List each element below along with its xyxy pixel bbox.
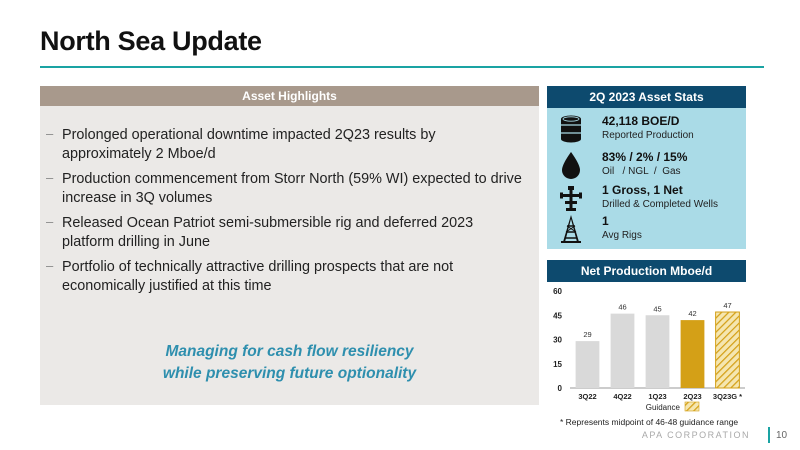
asset-highlights-header: Asset Highlights bbox=[40, 86, 539, 106]
list-item: – Production commencement from Storr Nort… bbox=[44, 170, 523, 208]
legend-label: Guidance bbox=[646, 403, 681, 412]
y-tick-label: 30 bbox=[553, 336, 562, 345]
dash-bullet-icon: – bbox=[46, 214, 54, 229]
y-tick-label: 60 bbox=[553, 287, 562, 296]
bar-2q23 bbox=[680, 320, 705, 388]
data-label: 47 bbox=[723, 301, 731, 310]
stat-value: 1 Gross, 1 Net bbox=[602, 183, 683, 197]
tagline-line-1: Managing for cash flow resiliency bbox=[165, 343, 414, 360]
bullet-text: Released Ocean Patriot semi-submersible … bbox=[62, 215, 474, 250]
data-label: 46 bbox=[618, 303, 626, 312]
x-tick-label: 3Q22 bbox=[578, 392, 596, 401]
tagline: Managing for cash flow resiliency while … bbox=[40, 341, 539, 385]
stat-production: 42,118 BOE/D Reported Production bbox=[547, 114, 746, 148]
bar-3q22 bbox=[575, 341, 600, 388]
footer-divider bbox=[768, 427, 770, 443]
y-tick-label: 0 bbox=[558, 384, 563, 393]
title-divider bbox=[40, 66, 764, 68]
oil-drop-icon bbox=[562, 152, 580, 179]
dash-bullet-icon: – bbox=[46, 258, 54, 273]
net-production-chart: 0 15 30 45 60 29 3Q22 46 4Q22 45 1Q23 42 2Q23 47 3Q23G… bbox=[553, 287, 745, 412]
chart-footnote: * Represents midpoint of 46-48 guidance … bbox=[560, 417, 739, 427]
y-tick-label: 15 bbox=[553, 360, 562, 369]
page-number: 10 bbox=[776, 430, 788, 441]
stat-label: Avg Rigs bbox=[602, 230, 642, 241]
stat-wells: 1 Gross, 1 Net Drilled & Completed Wells bbox=[547, 183, 746, 217]
dash-bullet-icon: – bbox=[46, 170, 54, 185]
page-title: North Sea Update bbox=[40, 26, 262, 56]
x-tick-label: 2Q23 bbox=[683, 392, 701, 401]
data-label: 29 bbox=[583, 330, 591, 339]
bar-4q22 bbox=[610, 313, 635, 388]
asset-highlights-panel: Asset Highlights – Prolonged operational … bbox=[40, 86, 539, 405]
stat-rigs: 1 Avg Rigs bbox=[547, 214, 746, 248]
x-tick-label: 4Q22 bbox=[613, 392, 631, 401]
stat-product-mix: 83% / 2% / 15% Oil / NGL / Gas bbox=[547, 150, 746, 184]
wellhead-icon bbox=[560, 186, 582, 211]
bar-1q23 bbox=[645, 315, 670, 388]
stat-value: 83% / 2% / 15% bbox=[602, 150, 688, 164]
data-label: 42 bbox=[688, 309, 696, 318]
highlights-list: – Prolonged operational downtime impacted… bbox=[40, 106, 539, 296]
list-item: – Portfolio of technically attractive dri… bbox=[44, 258, 523, 296]
list-item: – Released Ocean Patriot semi-submersible… bbox=[44, 214, 523, 252]
y-tick-label: 45 bbox=[553, 311, 562, 320]
list-item: – Prolonged operational downtime impacted… bbox=[44, 126, 523, 164]
bar-3q23g bbox=[715, 311, 740, 389]
bullet-text: Portfolio of technically attractive dril… bbox=[62, 259, 454, 294]
oil-barrel-icon bbox=[561, 115, 581, 143]
bullet-text: Production commencement from Storr North… bbox=[62, 171, 522, 206]
stat-label: Reported Production bbox=[602, 130, 694, 141]
stat-label: Oil / NGL / Gas bbox=[602, 166, 681, 177]
legend-swatch bbox=[684, 401, 700, 412]
asset-stats-panel: 2Q 2023 Asset Stats 42,118 BOE/D Reporte… bbox=[547, 86, 746, 249]
x-tick-label: 1Q23 bbox=[648, 392, 666, 401]
x-tick-label: 3Q23G * bbox=[713, 392, 742, 401]
company-footer: APA CORPORATION bbox=[641, 430, 750, 440]
dash-bullet-icon: – bbox=[46, 126, 54, 141]
asset-stats-header: 2Q 2023 Asset Stats bbox=[547, 86, 746, 108]
bullet-text: Prolonged operational downtime impacted … bbox=[62, 127, 436, 162]
tagline-line-2: while preserving future optionality bbox=[162, 365, 417, 382]
drilling-rig-icon bbox=[561, 215, 581, 243]
stat-value: 42,118 BOE/D bbox=[602, 114, 680, 128]
data-label: 45 bbox=[653, 304, 661, 313]
net-production-header: Net Production Mboe/d bbox=[547, 260, 746, 282]
stat-label: Drilled & Completed Wells bbox=[602, 199, 718, 210]
stat-value: 1 bbox=[602, 214, 609, 228]
